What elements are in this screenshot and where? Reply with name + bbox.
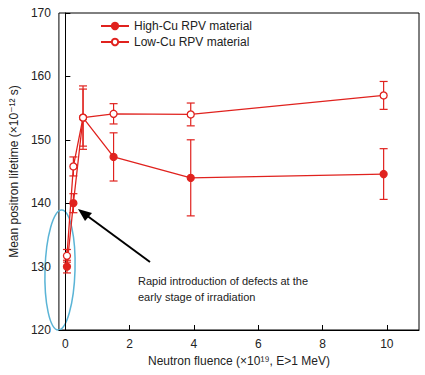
svg-text:150: 150 [31,133,51,147]
svg-text:140: 140 [31,196,51,210]
svg-text:8: 8 [319,337,326,351]
svg-text:Rapid introduction of defects: Rapid introduction of defects at the [138,275,308,287]
svg-text:170: 170 [31,6,51,20]
svg-text:High-Cu RPV material: High-Cu RPV material [134,19,252,33]
svg-text:130: 130 [31,260,51,274]
svg-text:4: 4 [191,337,198,351]
svg-text:Mean positron lifetime (×10⁻¹²: Mean positron lifetime (×10⁻¹² s) [7,85,21,258]
svg-text:120: 120 [31,323,51,337]
svg-text:6: 6 [255,337,262,351]
svg-text:0: 0 [62,337,69,351]
svg-text:2: 2 [126,337,133,351]
svg-text:10: 10 [380,337,394,351]
svg-text:early stage of irradiation: early stage of irradiation [138,291,255,303]
svg-text:Low-Cu RPV material: Low-Cu RPV material [134,35,249,49]
svg-text:Neutron fluence (×10¹⁹, E>1 Me: Neutron fluence (×10¹⁹, E>1 MeV) [148,354,330,368]
svg-text:160: 160 [31,69,51,83]
